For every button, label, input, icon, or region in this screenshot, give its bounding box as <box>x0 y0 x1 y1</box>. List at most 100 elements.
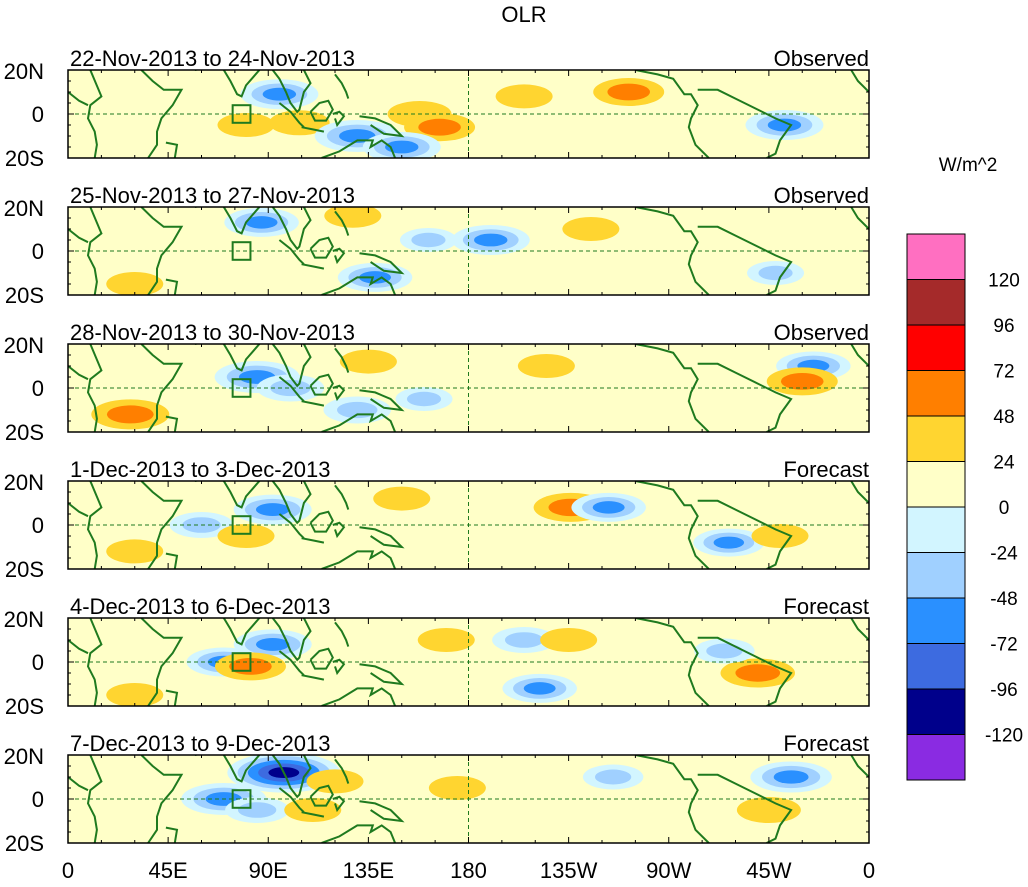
coastline-1 <box>86 207 103 295</box>
coastline-4 <box>194 618 261 646</box>
anomaly-10-level-1 <box>217 113 275 137</box>
anomaly-2-level-1 <box>324 207 382 228</box>
anomaly-5-level-2 <box>418 118 461 136</box>
panel-period-label: 25-Nov-2013 to 27-Nov-2013 <box>70 183 355 208</box>
panel-4: 20N 0 20S 1-Dec-2013 to 3-Dec-2013 Forecast <box>4 457 870 582</box>
coastline-8 <box>309 647 334 670</box>
coastline-16 <box>68 776 89 792</box>
colorbar-level-label: 72 <box>993 362 1014 383</box>
anomaly-10-level-1 <box>106 683 164 706</box>
anomaly-6-level-1 <box>495 84 553 109</box>
panel-type-label: Observed <box>774 183 869 208</box>
panel-period-label: 4-Dec-2013 to 6-Dec-2013 <box>70 594 330 619</box>
coastline-13 <box>635 618 710 706</box>
index-box <box>231 104 252 124</box>
anomaly-8-level-2 <box>735 664 781 682</box>
coastline-3 <box>165 689 179 706</box>
coastline-14 <box>697 499 793 569</box>
colorbar-level-label: -72 <box>990 635 1017 656</box>
coastline-4 <box>194 344 261 372</box>
coastline-6 <box>278 239 305 265</box>
coastline-4 <box>194 70 261 98</box>
coastline-7 <box>301 263 325 270</box>
coastline-13 <box>635 207 710 295</box>
y-tick-label: 0 <box>32 102 44 127</box>
coastline-6 <box>278 376 305 402</box>
coastline-4 <box>194 481 261 509</box>
coastline-8 <box>309 373 334 396</box>
coastline-12 <box>321 824 397 843</box>
anomaly-3-level-2 <box>237 802 277 818</box>
index-box <box>231 789 252 809</box>
panel-period-label: 7-Dec-2013 to 9-Dec-2013 <box>70 731 330 756</box>
coastline-7 <box>301 537 325 544</box>
chart-title: OLR <box>501 2 546 27</box>
coastline-6 <box>278 513 305 539</box>
colorbar-box <box>906 324 966 371</box>
coastline-10 <box>334 73 350 99</box>
colorbar-level-label: -48 <box>990 589 1017 610</box>
colorbar: 120 96 72 48 24 0 -24 -48 -72 -96 -120 <box>906 233 1023 781</box>
anomaly-8-level-1 <box>106 272 164 295</box>
coastline-5 <box>271 618 312 662</box>
coastline-15 <box>850 344 869 367</box>
anomaly-2-level-2 <box>270 379 311 397</box>
coastline-16 <box>68 502 89 518</box>
anomaly-4-level-2 <box>106 405 154 424</box>
coastline-2 <box>140 207 184 295</box>
anomaly-1-level-3 <box>262 87 297 101</box>
coastline-2 <box>140 481 184 569</box>
anomaly-9-level-1 <box>306 769 364 794</box>
colorbar-box <box>906 734 966 781</box>
coastline-12 <box>321 276 397 295</box>
coastline-14 <box>697 636 793 706</box>
coastline-13 <box>635 755 710 843</box>
coastline-9 <box>332 658 346 676</box>
coastlines <box>68 70 869 158</box>
y-tick-label: 0 <box>32 787 44 812</box>
coastline-7 <box>301 674 325 681</box>
coastline-10 <box>334 484 350 510</box>
coastline-12 <box>321 139 397 158</box>
panel-5: 20N 0 20S 4-Dec-2013 to 6-Dec-2013 Forecast <box>4 594 870 719</box>
anomaly-7-level-1 <box>736 797 801 823</box>
coastline-14 <box>697 362 793 432</box>
coastlines <box>68 755 869 843</box>
anomaly-7-level-3 <box>713 536 745 549</box>
anomaly-6-level-3 <box>773 770 809 784</box>
coastline-5 <box>271 755 312 799</box>
anomaly-1-level-3 <box>245 216 278 229</box>
coastline-5 <box>271 70 312 114</box>
index-box <box>231 515 252 535</box>
coastline-8 <box>309 510 334 533</box>
anomaly-5-level-2 <box>594 769 632 785</box>
colorbar-box <box>906 415 966 462</box>
anomaly-9-level-3 <box>767 118 802 132</box>
coastline-3 <box>165 552 179 569</box>
coastline-2 <box>140 344 184 432</box>
anomaly-5-level-3 <box>359 271 392 284</box>
colorbar-box <box>906 506 966 553</box>
colorbar-level-label: 24 <box>993 453 1015 474</box>
coastline-15 <box>850 481 869 504</box>
panel-type-label: Forecast <box>783 457 869 482</box>
coastline-15 <box>850 207 869 230</box>
coastline-12 <box>321 413 397 432</box>
panel-3: 20N 0 20S 28-Nov-2013 to 30-Nov-2013 Observe… <box>4 320 870 445</box>
coastline-11 <box>359 252 405 275</box>
y-tick-label: 20S <box>5 283 44 308</box>
coastline-7 <box>301 126 325 133</box>
coastline-1 <box>86 70 103 158</box>
x-axis: 0 45E 90E 135E 180 135W 90W 45W 0 <box>62 858 875 883</box>
coastline-1 <box>86 755 103 843</box>
y-tick-label: 0 <box>32 513 44 538</box>
y-tick-label: 20S <box>5 694 44 719</box>
x-tick-label: 0 <box>62 858 74 883</box>
coastline-8 <box>309 784 334 807</box>
colorbar-level-label: -24 <box>990 544 1018 565</box>
coastline-14 <box>697 88 793 158</box>
coastline-5 <box>271 207 312 251</box>
coastline-10 <box>334 347 350 373</box>
x-tick-label: 45W <box>746 858 791 883</box>
coastline-10 <box>334 621 350 647</box>
